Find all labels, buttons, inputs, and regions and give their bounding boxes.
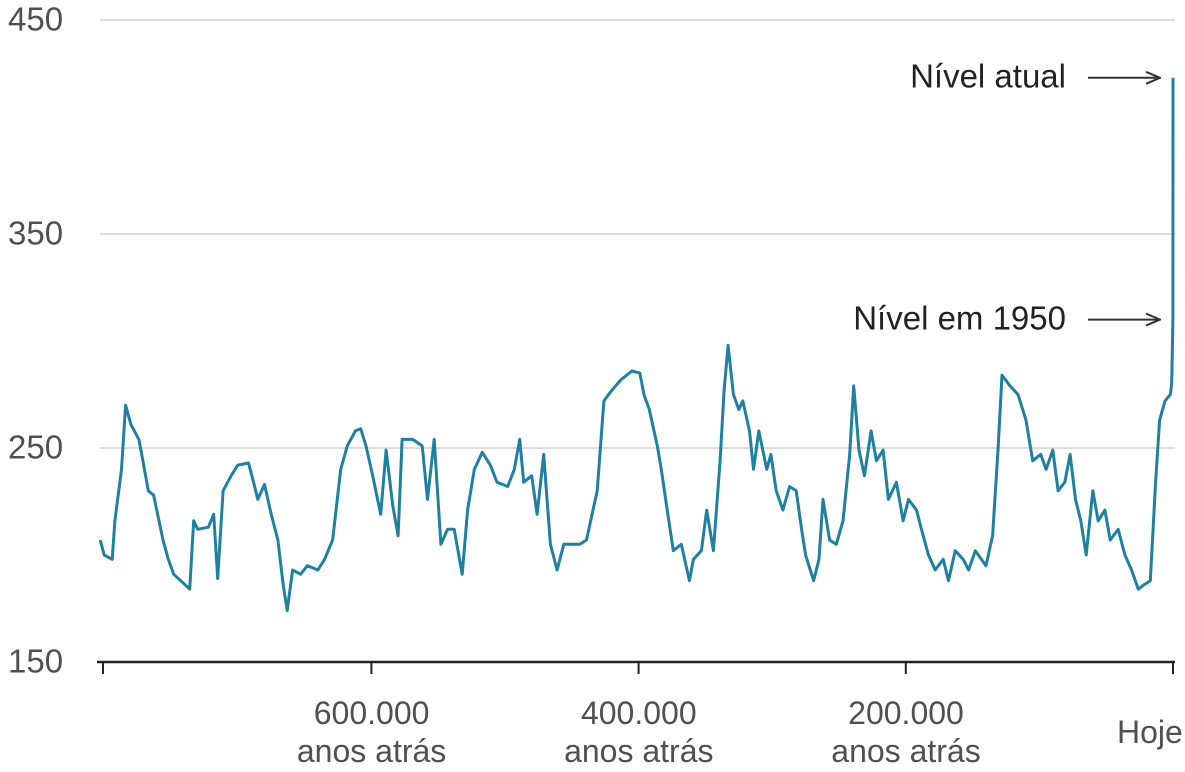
y-tick-label: 450 xyxy=(8,1,63,38)
line xyxy=(98,77,1175,613)
x-tick-label: 400.000 anos atrás xyxy=(564,695,714,769)
y-tick-label: 250 xyxy=(8,429,63,466)
x-tick-label: 200.000 anos atrás xyxy=(831,695,981,769)
x-tick-label: 600.000 anos atrás xyxy=(296,695,447,769)
annotation: Nível atual xyxy=(910,57,1066,94)
annotation: Nível em 1950 xyxy=(853,299,1066,336)
x-tick-label: Hoje xyxy=(1117,714,1183,750)
y-tick-label: 150 xyxy=(8,643,63,680)
y-tick-label: 350 xyxy=(8,215,63,252)
